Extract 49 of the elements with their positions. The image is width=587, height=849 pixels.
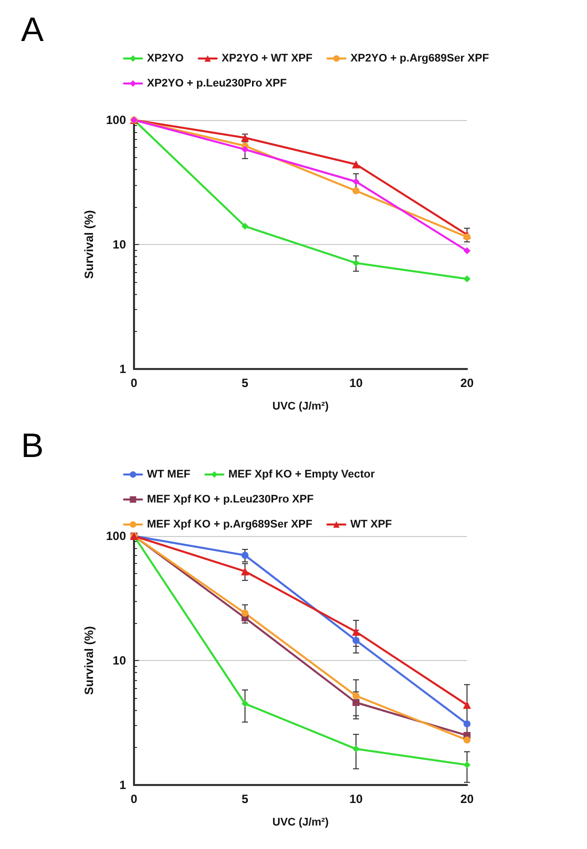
legend-label: MEF Xpf KO + Empty Vector xyxy=(228,468,376,480)
point xyxy=(352,160,360,168)
point xyxy=(352,745,360,752)
point xyxy=(464,275,470,282)
point xyxy=(352,187,360,194)
x-axis-title: UVC (J/m²) xyxy=(272,400,329,412)
point xyxy=(464,761,470,768)
legend-label: MEF Xpf KO + p.Leu230Pro XPF xyxy=(147,494,314,506)
legend-label: XP2YO + p.Leu230Pro XPF xyxy=(147,78,287,90)
point xyxy=(464,720,470,728)
point xyxy=(242,700,248,708)
point xyxy=(352,698,360,706)
point xyxy=(352,178,360,186)
x-tick-label: 10 xyxy=(349,376,363,390)
legend-label: XP2YO + WT XPF xyxy=(222,52,313,64)
x-tick-label: 0 xyxy=(130,792,138,806)
chart-title: B xyxy=(21,427,44,465)
point xyxy=(464,736,470,744)
x-axis-title: UVC (J/m²) xyxy=(272,816,329,828)
y-tick-label: 10 xyxy=(112,238,126,252)
legend-label: MEF Xpf KO + p.Arg689Ser XPF xyxy=(147,518,313,530)
point xyxy=(464,247,470,254)
point xyxy=(242,222,248,230)
x-tick-label: 20 xyxy=(460,792,474,806)
point xyxy=(352,692,360,700)
y-tick-label: 1 xyxy=(119,362,126,376)
point xyxy=(242,146,248,153)
point xyxy=(241,567,249,576)
x-tick-label: 5 xyxy=(242,792,249,806)
legend-label: XP2YO + p.Arg689Ser XPF xyxy=(350,52,490,64)
legend-label: WT XPF xyxy=(350,518,392,530)
chart-title: A xyxy=(21,11,44,49)
y-axis-title: Survival (%) xyxy=(82,626,96,695)
y-tick-label: 100 xyxy=(106,529,126,543)
x-tick-label: 10 xyxy=(349,792,363,806)
legend-label: XP2YO xyxy=(147,52,184,64)
x-tick-label: 5 xyxy=(242,376,249,390)
point xyxy=(352,260,360,267)
point xyxy=(242,552,248,559)
y-tick-label: 100 xyxy=(106,113,126,127)
point xyxy=(352,636,360,644)
legend-label: WT MEF xyxy=(147,468,191,480)
point xyxy=(242,610,248,617)
y-tick-label: 10 xyxy=(112,654,126,668)
y-axis-title: Survival (%) xyxy=(82,210,96,279)
x-tick-label: 20 xyxy=(460,376,474,390)
y-tick-label: 1 xyxy=(119,778,126,792)
point xyxy=(463,700,471,709)
x-tick-label: 0 xyxy=(130,376,138,390)
